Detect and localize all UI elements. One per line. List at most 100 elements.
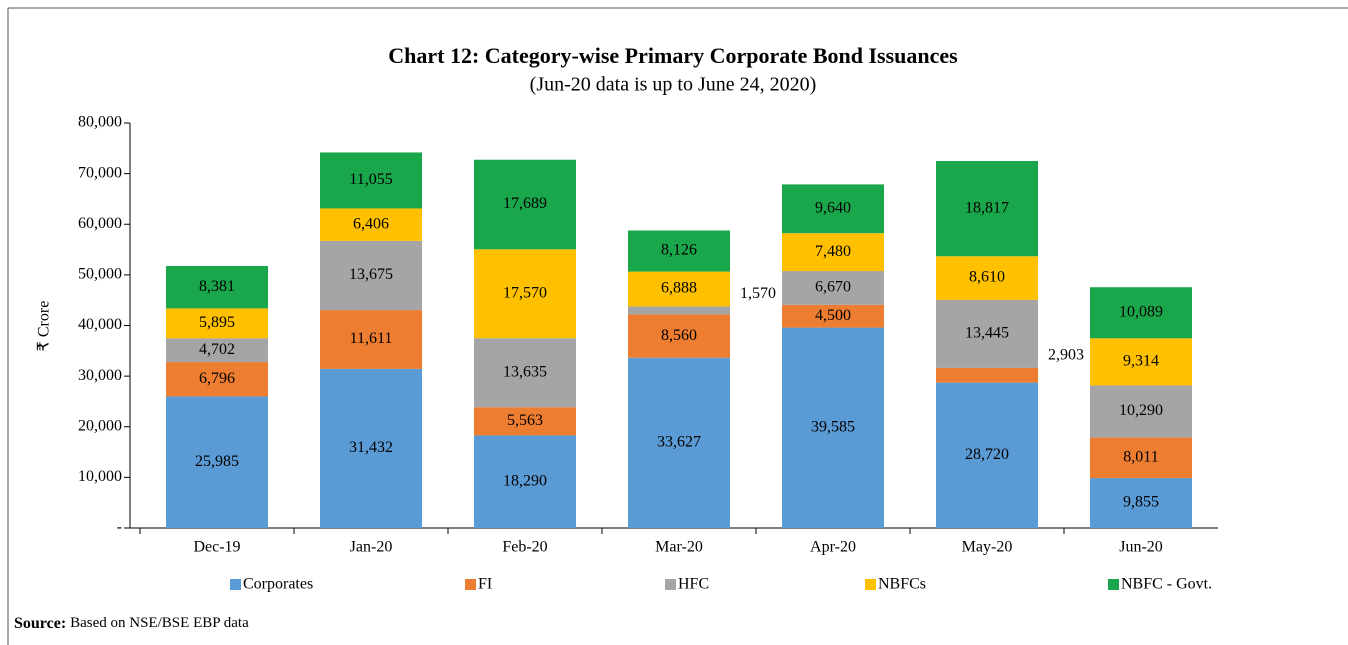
data-label: 13,635: [503, 363, 547, 380]
bar-segment: [936, 299, 1038, 368]
bar-segment: [1090, 385, 1192, 438]
source-text: Based on NSE/BSE EBP data: [70, 615, 249, 631]
bar-segment: [628, 314, 730, 358]
bar-segment: [628, 306, 730, 315]
data-label: 25,985: [195, 453, 239, 470]
x-tick-label: Jan-20: [350, 539, 393, 556]
legend-swatch: [465, 579, 476, 590]
data-label: 13,445: [965, 325, 1009, 342]
y-tick-label: 60,000: [78, 215, 122, 232]
data-label: 10,089: [1119, 303, 1163, 320]
y-tick-label: 50,000: [78, 266, 122, 283]
bar-segment: [936, 160, 1038, 257]
data-label: 9,640: [815, 199, 851, 216]
data-label: 13,675: [349, 266, 393, 283]
x-tick-label: Apr-20: [810, 539, 856, 556]
y-axis-label: ₹ Crore: [36, 301, 53, 352]
bar-segment: [166, 338, 268, 363]
bar-segment: [320, 310, 422, 369]
y-tick-label: 40,000: [78, 316, 122, 333]
y-tick-label: 80,000: [78, 114, 122, 131]
legend-swatch: [665, 579, 676, 590]
bar-segment: [782, 327, 884, 528]
y-tick-label: -: [117, 519, 122, 536]
y-tick-label: 30,000: [78, 367, 122, 384]
bar-segment: [474, 338, 576, 408]
data-label: 7,480: [815, 243, 851, 260]
bar-segment: [936, 382, 1038, 528]
data-label: 6,406: [353, 215, 389, 232]
bar-segment: [1090, 478, 1192, 528]
legend-label: Corporates: [243, 576, 313, 593]
bar-segment: [474, 249, 576, 339]
bar-segment: [166, 396, 268, 528]
chart-subtitle: (Jun-20 data is up to June 24, 2020): [530, 74, 817, 96]
bar-segment: [320, 152, 422, 209]
data-label: 5,895: [199, 314, 235, 331]
data-label: 8,381: [199, 278, 235, 295]
data-label: 5,563: [507, 412, 543, 429]
bar-segment: [320, 368, 422, 528]
x-tick-label: May-20: [962, 539, 1013, 556]
bar-segment: [166, 308, 268, 339]
source-label: Source:: [14, 615, 66, 632]
data-label: 17,689: [503, 195, 547, 212]
data-label: 6,670: [815, 279, 851, 296]
x-tick-label: Jun-20: [1119, 539, 1163, 556]
bar-segment: [1090, 338, 1192, 386]
legend-label: NBFCs: [878, 576, 926, 593]
data-label: 18,290: [503, 472, 547, 489]
data-label: 17,570: [503, 284, 547, 301]
bar-segment: [1090, 437, 1192, 479]
source: Source: Based on NSE/BSE EBP data: [14, 615, 249, 632]
chart-title: Chart 12: Category-wise Primary Corporat…: [388, 43, 958, 68]
bar-segment: [628, 230, 730, 272]
legend-swatch: [1108, 579, 1119, 590]
data-label: 28,720: [965, 446, 1009, 463]
data-label: 8,011: [1123, 449, 1158, 466]
bar-segment: [782, 184, 884, 234]
data-label: 1,570: [740, 285, 776, 302]
legend-label: FI: [478, 576, 492, 593]
data-label: 31,432: [349, 439, 393, 456]
y-tick-label: 70,000: [78, 164, 122, 181]
data-label: 8,126: [661, 242, 697, 259]
data-label: 8,560: [661, 327, 697, 344]
data-label: 6,888: [661, 280, 697, 297]
data-label: 9,855: [1123, 494, 1159, 511]
legend-swatch: [865, 579, 876, 590]
x-tick-label: Feb-20: [502, 539, 547, 556]
data-label: 11,055: [349, 171, 392, 188]
bar-segment: [782, 271, 884, 305]
bar-segment: [320, 240, 422, 311]
bar-segment: [166, 265, 268, 309]
bar-segment: [628, 357, 730, 528]
data-label: 33,627: [657, 434, 701, 451]
data-label: 8,610: [969, 269, 1005, 286]
legend-label: NBFC - Govt.: [1121, 576, 1212, 593]
bar-segment: [320, 208, 422, 241]
bar-segment: [1090, 287, 1192, 339]
data-label: 4,702: [199, 341, 235, 358]
legend-swatch: [230, 579, 241, 590]
x-tick-label: Dec-19: [193, 539, 240, 556]
data-label: 18,817: [965, 199, 1009, 216]
bar-segment: [782, 233, 884, 272]
y-tick-label: 20,000: [78, 417, 122, 434]
bar-segment: [936, 367, 1038, 383]
data-label: 2,903: [1048, 347, 1084, 364]
data-label: 11,611: [350, 330, 393, 347]
y-tick-label: 10,000: [78, 468, 122, 485]
data-label: 9,314: [1123, 353, 1159, 370]
bar-segment: [936, 256, 1038, 300]
bar-segment: [628, 271, 730, 307]
data-label: 39,585: [811, 418, 855, 435]
bar-segment: [474, 159, 576, 250]
bar-segment: [782, 304, 884, 328]
bar-segment: [166, 362, 268, 397]
data-label: 10,290: [1119, 402, 1163, 419]
bar-segment: [474, 435, 576, 528]
data-label: 6,796: [199, 370, 235, 387]
legend-label: HFC: [678, 576, 709, 593]
